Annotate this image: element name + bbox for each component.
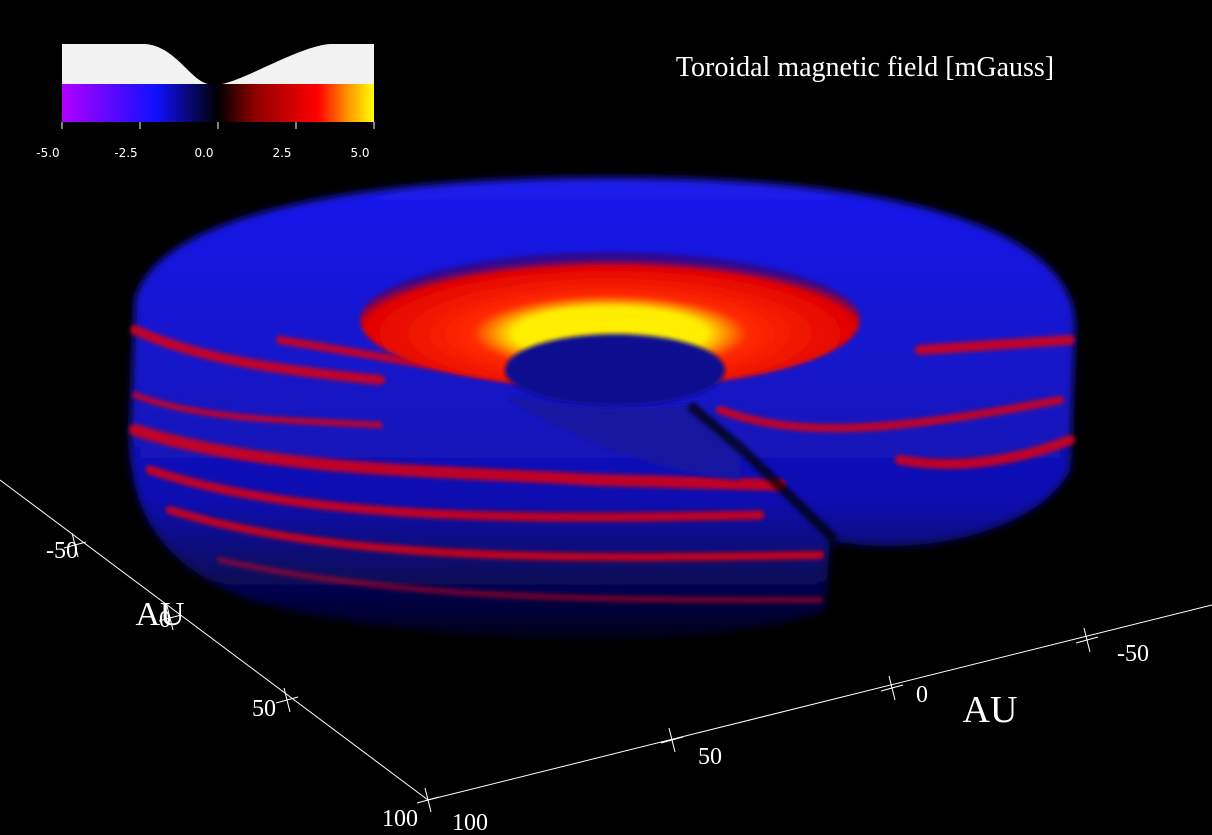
bottom-axis-line [427, 604, 1212, 801]
axis-tick [1083, 627, 1091, 653]
axis-tick [166, 605, 174, 631]
opacity-curve [62, 44, 374, 84]
left-tick-label: 50 [252, 696, 276, 722]
axes: AU AU -50 0 50 100 100 50 0 -50 [0, 479, 1212, 835]
axis-tick [283, 687, 291, 713]
colorbar-tick-label: 0.0 [194, 146, 213, 160]
colorbar-tick-label: -5.0 [36, 146, 59, 160]
colorbar-tick-label: 2.5 [272, 146, 291, 160]
left-tick-label: 100 [382, 806, 418, 832]
bottom-tick-label: 100 [452, 810, 488, 835]
bottom-tick-label: 50 [698, 744, 722, 770]
bottom-tick-label: 0 [916, 682, 928, 708]
axis-tick [71, 532, 79, 558]
disk-render [129, 177, 1076, 639]
bottom-tick-label: -50 [1117, 641, 1149, 667]
left-axis-label: AU [135, 596, 184, 633]
colorbar-gradient [62, 84, 374, 122]
colorbar-tick-label: -2.5 [114, 146, 137, 160]
left-tick-label: -50 [46, 538, 78, 564]
left-axis-line [0, 479, 429, 801]
bottom-axis-label: AU [963, 689, 1018, 731]
axis-tick [888, 675, 896, 701]
axis-tick [424, 787, 432, 813]
colorbar: -5.0 -2.5 0.0 2.5 5.0 [36, 44, 375, 160]
title: Toroidal magnetic field [mGauss] [676, 52, 1054, 83]
colorbar-tick-label: 5.0 [350, 146, 369, 160]
left-tick-label: 0 [159, 607, 171, 633]
axis-tick [668, 727, 676, 753]
